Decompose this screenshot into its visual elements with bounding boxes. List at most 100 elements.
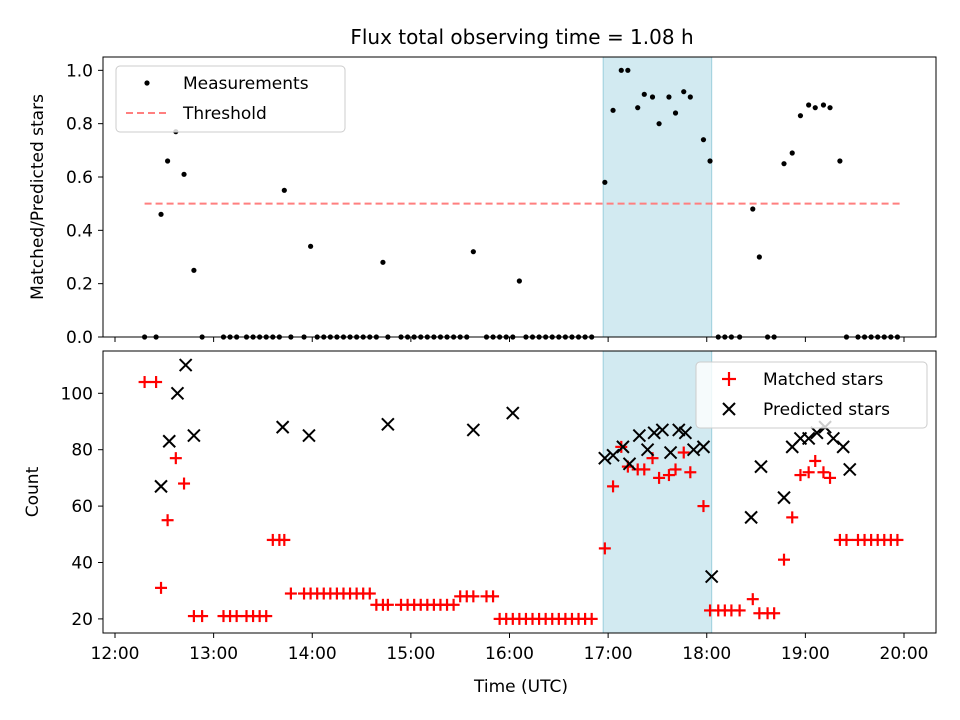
bottom-y-tick-label: 60 [71, 497, 93, 517]
predicted-star-point [801, 431, 816, 446]
predicted-star-point [810, 426, 824, 440]
legend-predicted-label: Predicted stars [763, 400, 890, 420]
bottom-y-tick-label: 40 [71, 554, 93, 574]
predicted-star-point [696, 440, 711, 454]
matched-star-point [662, 469, 675, 482]
bottom-y-axis-label: Count [23, 466, 43, 517]
x-tick-label: 14:00 [288, 644, 337, 664]
predicted-star-point [843, 462, 857, 477]
predicted-star-point [632, 428, 647, 443]
matched-star-point [794, 469, 807, 482]
matched-star-point [669, 463, 682, 476]
measurement-point [380, 259, 386, 265]
x-tick-label: 15:00 [386, 644, 435, 664]
measurement-point [687, 94, 693, 100]
measurement-point [308, 243, 314, 249]
predicted-star-point [381, 417, 395, 432]
legend-matched-label: Matched stars [763, 370, 883, 390]
x-axis-label: Time (UTC) [473, 677, 568, 697]
matched-star-point [278, 533, 291, 546]
measurement-point [656, 121, 662, 127]
measurement-point [837, 158, 843, 164]
predicted-star-point [704, 569, 719, 584]
legend-measurement-dot [144, 80, 150, 86]
matched-star-point [638, 463, 651, 476]
bottom-y-tick-label: 20 [71, 610, 93, 630]
predicted-star-point [622, 457, 637, 471]
predicted-star-point [655, 423, 670, 437]
measurement-point [707, 158, 713, 164]
matched-star-point [653, 471, 666, 484]
measurement-point [827, 105, 833, 111]
predicted-star-point [744, 510, 758, 525]
bottom-y-axis: 20 40 60 80 100 [61, 384, 103, 630]
top-y-axis-label: Matched/Predicted stars [28, 94, 48, 300]
matched-star-point [677, 446, 690, 459]
matched-star-point [598, 542, 611, 555]
measurement-point [165, 158, 171, 164]
matched-star-point [802, 466, 815, 479]
x-tick-label: 18:00 [682, 644, 731, 664]
predicted-star-point [178, 358, 193, 372]
matched-star-point [746, 593, 759, 606]
measurement-point [812, 105, 818, 111]
measurement-point [602, 179, 608, 185]
matched-star-point [615, 440, 628, 453]
matched-star-point [733, 604, 746, 617]
predicted-star-point [275, 420, 290, 434]
top-shaded-interval [602, 56, 713, 338]
measurement-point [625, 67, 631, 73]
bottom-legend: Matched stars Predicted stars [695, 361, 928, 429]
predicted-star-point [598, 451, 612, 465]
legend-plus-marker [722, 372, 736, 386]
measurement-point [635, 105, 641, 111]
bottom-legend-box [695, 361, 928, 429]
x-tick-label: 12:00 [91, 644, 140, 664]
measurement-point [806, 102, 812, 108]
x-tick-label: 13:00 [189, 644, 238, 664]
matched-star-point [891, 533, 904, 546]
measurement-point [750, 206, 756, 212]
matched-star-point [824, 471, 837, 484]
matched-star-point [363, 587, 376, 600]
predicted-star-point [663, 445, 678, 460]
predicted-star-point [506, 406, 520, 420]
matched-star-point [284, 587, 297, 600]
chart-title: Flux total observing time = 1.08 h [350, 25, 693, 49]
matched-star-point [260, 610, 273, 623]
matched-star-point [467, 590, 480, 603]
matched-star-point [155, 581, 168, 594]
top-legend-box [115, 65, 346, 133]
bottom-y-tick-label: 100 [61, 384, 93, 404]
measurement-point [756, 254, 762, 260]
legend-measurements-label: Measurements [183, 74, 309, 94]
measurement-point [649, 94, 656, 100]
matched-star-point [138, 376, 151, 389]
matched-star-point [697, 500, 710, 513]
measurement-point [781, 161, 787, 167]
predicted-star-point [754, 459, 768, 474]
bottom-panel: 12:00 13:00 14:00 15:00 16:00 17:00 18:00 19:00… [23, 350, 937, 697]
top-y-tick-label: 0.8 [66, 115, 93, 135]
measurement-point [281, 187, 287, 193]
matched-star-point [585, 612, 598, 625]
matched-star-point [778, 553, 791, 566]
bottom-plot-frame [102, 350, 937, 634]
top-plot-frame [102, 56, 937, 338]
bottom-predicted-points [154, 358, 857, 584]
legend-x-marker [722, 402, 736, 416]
predicted-star-point [162, 434, 176, 448]
bottom-shaded-interval [602, 350, 713, 634]
measurement-point [700, 137, 707, 143]
matched-star-point [684, 466, 697, 479]
matched-star-point [381, 598, 394, 611]
matched-star-point [768, 607, 781, 620]
measurement-point [470, 249, 476, 255]
measurement-point [797, 113, 804, 119]
x-tick-label: 16:00 [485, 644, 534, 664]
top-legend: Measurements Threshold [115, 65, 346, 133]
matched-star-point [786, 511, 799, 524]
predicted-star-point [302, 428, 316, 443]
top-y-tick-label: 0.4 [66, 221, 93, 241]
